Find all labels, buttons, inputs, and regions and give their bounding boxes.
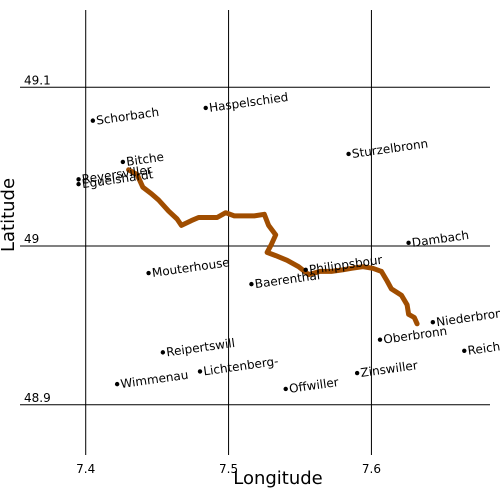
place-marker <box>160 350 166 355</box>
x-tick-label: 7.5 <box>219 462 238 476</box>
place-marker <box>462 348 467 353</box>
place-marker <box>283 386 288 392</box>
place-label: Haspelschied <box>208 90 289 115</box>
place-label: Philippsbour <box>308 253 383 277</box>
place-label: Mouterhouse <box>151 255 230 280</box>
y-tick-label: 49 <box>24 232 39 246</box>
y-axis-label: Latitude <box>0 178 19 252</box>
place-marker <box>197 369 203 374</box>
place-marker <box>406 240 411 246</box>
place-label: Dambach <box>411 228 470 250</box>
place-marker <box>354 370 360 376</box>
place-label: Lichtenberg- <box>202 354 279 378</box>
x-tick-label: 7.4 <box>76 462 95 476</box>
route-layer <box>126 167 420 327</box>
y-tick-label: 49.1 <box>24 73 51 87</box>
tick-labels: 7.4 7.5 7.6 48.9 49 49.1 <box>24 73 381 476</box>
place-marker <box>114 381 120 387</box>
place-label: Wimmenau <box>120 368 190 391</box>
place-label: Niederbronn <box>435 305 500 329</box>
place-marker <box>120 159 126 165</box>
place-label: Offwiller <box>288 375 339 396</box>
place-label: Reipertswill <box>165 336 236 359</box>
place-label: Bitche <box>125 150 164 169</box>
place-marker <box>377 337 383 342</box>
place-marker <box>76 177 81 182</box>
place-marker <box>146 270 151 276</box>
place-marker <box>346 151 351 157</box>
place-marker <box>249 281 254 287</box>
x-axis-label: Longitude <box>233 468 323 489</box>
place-markers: Schorbach Haspelschied Sturzelbronn Bitche R… <box>76 90 500 396</box>
route-line <box>126 167 420 327</box>
place-marker <box>76 181 81 187</box>
y-tick-label: 48.9 <box>24 391 51 405</box>
place-label: Sturzelbronn <box>351 136 429 161</box>
place-marker <box>90 118 96 123</box>
grid-lines <box>20 10 490 455</box>
place-label: Schorbach <box>95 105 160 128</box>
place-marker <box>430 320 436 325</box>
place-marker <box>203 105 208 111</box>
x-tick-label: 7.6 <box>362 462 381 476</box>
place-label: Zinswiller <box>360 358 419 380</box>
place-marker <box>303 267 308 273</box>
place-label: Reichshoffen <box>467 333 500 358</box>
